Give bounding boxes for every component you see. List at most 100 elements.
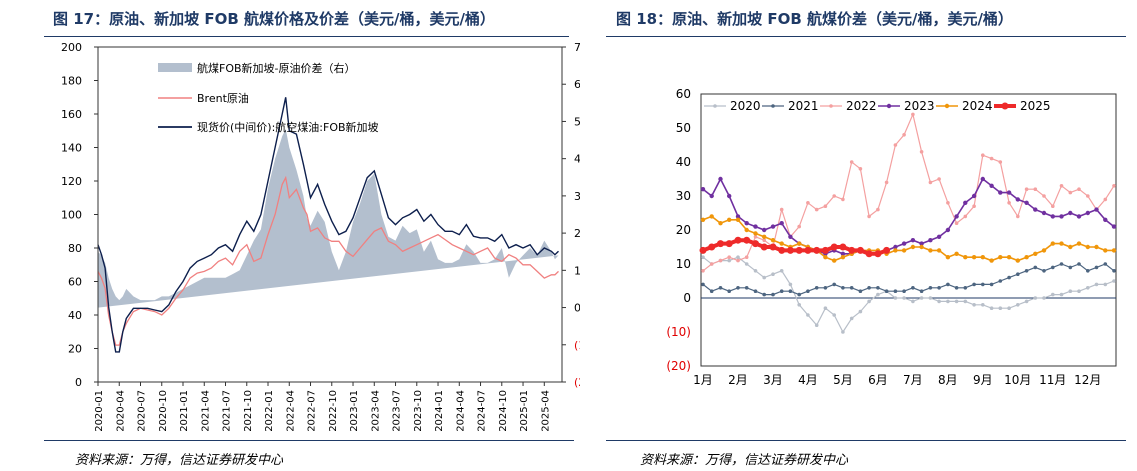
series-point-2024 xyxy=(1076,241,1082,246)
x-tick-label: 2023-07 xyxy=(392,390,403,432)
series-point-2021 xyxy=(1042,269,1046,273)
series-point-2021 xyxy=(1024,269,1029,273)
series-point-2024 xyxy=(840,255,846,260)
x-tick-label: 2020-04 xyxy=(115,390,126,432)
series-point-2020 xyxy=(788,282,793,287)
figure-17-top-rule xyxy=(44,36,569,37)
series-point-2020 xyxy=(727,258,731,263)
series-point-2023 xyxy=(700,187,706,192)
series-point-2022 xyxy=(814,207,819,212)
series-point-2025 xyxy=(778,246,786,254)
right-y-tick-label: 0 xyxy=(574,302,580,315)
series-point-2021 xyxy=(1103,262,1108,266)
series-point-2021 xyxy=(919,289,924,294)
series-point-2020 xyxy=(823,306,828,311)
series-point-2021 xyxy=(709,289,714,294)
series-point-2023 xyxy=(971,193,977,199)
series-point-2022 xyxy=(954,221,959,225)
series-point-2022 xyxy=(937,177,941,181)
left-y-tick-label: 100 xyxy=(61,209,82,222)
series-point-2022 xyxy=(981,153,985,157)
series-point-2020 xyxy=(771,272,775,277)
series-point-2024 xyxy=(727,217,732,222)
series-point-2022 xyxy=(727,255,731,259)
series-point-2021 xyxy=(876,286,880,290)
series-point-2024 xyxy=(779,241,784,246)
series-point-2023 xyxy=(936,234,942,239)
x-tick-label: 2月 xyxy=(728,373,748,387)
series-point-2022 xyxy=(1086,194,1090,198)
series-point-2023 xyxy=(1024,200,1029,205)
series-point-2024 xyxy=(901,248,907,253)
series-point-2023 xyxy=(1006,190,1012,195)
series-point-2023 xyxy=(1059,214,1064,219)
series-point-2022 xyxy=(928,180,933,185)
series-point-2024 xyxy=(1059,241,1064,246)
series-point-2025 xyxy=(839,243,847,251)
series-point-2021 xyxy=(762,292,766,297)
series-point-2024 xyxy=(832,258,837,263)
series-point-2023 xyxy=(901,241,907,246)
x-tick-label: 1月 xyxy=(693,373,713,387)
series-point-2022 xyxy=(946,201,950,205)
series-point-2020 xyxy=(1094,282,1099,287)
right-y-tick-label: (10) xyxy=(574,339,580,352)
series-point-2020 xyxy=(841,330,845,334)
series-point-2022 xyxy=(1042,194,1046,198)
series-point-2024 xyxy=(735,217,741,222)
series-point-2021 xyxy=(788,289,793,294)
x-tick-label: 2022-04 xyxy=(285,390,296,432)
series-point-2025 xyxy=(760,243,768,251)
figure-18-bottom-rule xyxy=(606,440,1126,441)
series-point-2022 xyxy=(736,258,740,263)
series-point-2025 xyxy=(865,250,873,258)
legend-label-crack: 航煤FOB新加坡-原油价差（右） xyxy=(197,61,356,75)
series-point-2023 xyxy=(1103,217,1108,222)
series-point-2023 xyxy=(1033,207,1038,212)
series-point-2024 xyxy=(1041,248,1047,253)
series-point-2021 xyxy=(902,289,906,294)
series-point-2020 xyxy=(1024,299,1029,304)
x-tick-label: 3月 xyxy=(763,373,783,387)
series-point-2020 xyxy=(1103,282,1108,287)
left-y-tick-label: 160 xyxy=(61,108,82,121)
series-point-2024 xyxy=(998,255,1003,260)
brent-line xyxy=(97,175,559,346)
right-y-tick-label: 10 xyxy=(574,264,580,277)
series-point-2025 xyxy=(848,246,856,254)
series-point-2023 xyxy=(1068,210,1073,216)
series-point-2021 xyxy=(998,279,1003,283)
series-point-2025 xyxy=(717,240,724,248)
series-point-2024 xyxy=(954,251,959,256)
right-y-tick-label: 20 xyxy=(574,227,580,240)
series-point-2021 xyxy=(806,289,810,294)
legend-label-2022: 2022 xyxy=(846,99,877,113)
series-point-2025 xyxy=(813,246,821,254)
series-point-2020 xyxy=(1086,286,1090,290)
x-tick-label: 2023-01 xyxy=(349,390,360,432)
series-point-2021 xyxy=(701,282,705,287)
series-point-2021 xyxy=(1051,265,1055,270)
legend-marker-2023 xyxy=(886,103,892,109)
x-tick-label: 2024-07 xyxy=(477,390,488,432)
y-tick-label: 60 xyxy=(676,87,691,101)
series-point-2022 xyxy=(876,207,880,212)
series-point-2020 xyxy=(1042,296,1046,300)
series-point-2024 xyxy=(910,244,916,250)
series-point-2020 xyxy=(1112,279,1116,283)
series-point-2022 xyxy=(1016,214,1020,219)
legend-marker-2022 xyxy=(829,104,833,108)
series-point-2022 xyxy=(1068,190,1073,195)
series-point-2024 xyxy=(753,231,758,236)
series-point-2021 xyxy=(981,282,985,287)
plot-frame xyxy=(700,93,1117,367)
series-point-2023 xyxy=(788,234,793,239)
series-point-2025 xyxy=(734,236,742,244)
series-point-2021 xyxy=(954,286,959,290)
series-point-2020 xyxy=(806,313,810,317)
legend-swatch-crack xyxy=(158,63,192,72)
series-point-2021 xyxy=(1112,269,1116,273)
left-y-tick-label: 80 xyxy=(68,242,82,255)
series-point-2020 xyxy=(876,292,880,297)
series-point-2023 xyxy=(893,244,898,250)
